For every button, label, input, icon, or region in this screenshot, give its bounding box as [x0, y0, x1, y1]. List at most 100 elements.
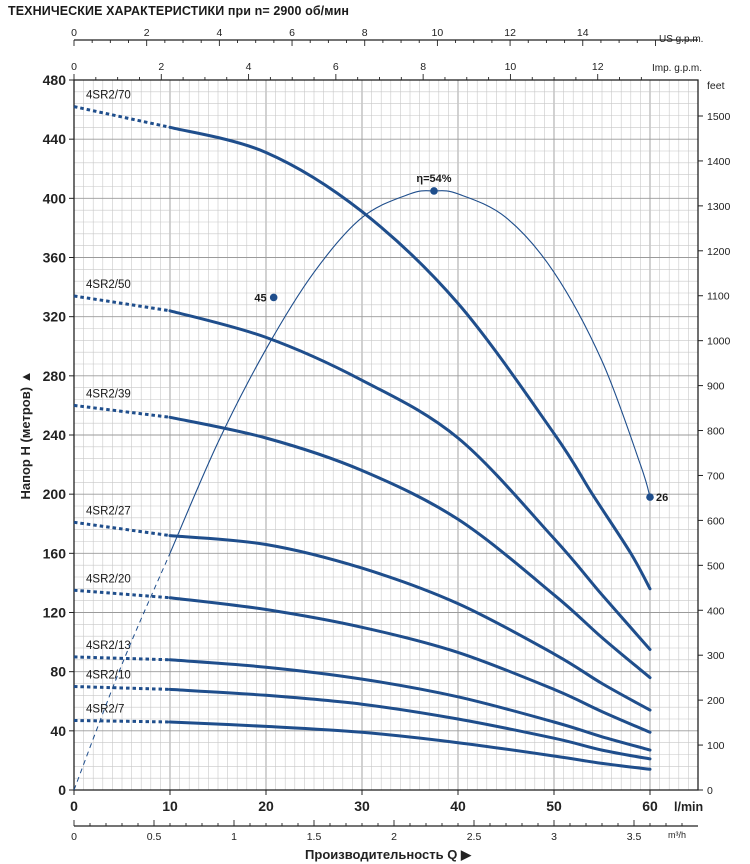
y-tick-label: 360 [43, 250, 67, 266]
x-tick-label: 10 [162, 798, 178, 814]
y-tick-label: 120 [43, 605, 67, 621]
series-line-dashed-4sr2-20 [73, 588, 171, 600]
feet-tick-label: 300 [707, 650, 725, 662]
efficiency-point [430, 187, 438, 195]
x-tick-label: 20 [258, 798, 274, 814]
imp-gpm-tick-label: 4 [246, 61, 252, 73]
series-line-4sr2-13 [168, 658, 652, 752]
efficiency-line-dashed [73, 553, 171, 791]
series-line-4sr2-50 [168, 309, 652, 651]
y-tick-label: 480 [43, 72, 67, 88]
grid [73, 79, 699, 791]
m3h-tick-label: 0.5 [147, 831, 162, 843]
feet-tick-label: 1000 [707, 336, 731, 348]
series-label-4sr2-27: 4SR2/27 [86, 505, 131, 517]
m3h-tick-label: 0 [71, 831, 77, 843]
series-label-4sr2-20: 4SR2/20 [86, 573, 131, 585]
series-line-dashed-4sr2-70 [73, 105, 171, 129]
feet-tick-label: 600 [707, 515, 725, 527]
m3h-tick-label: 1.5 [307, 831, 322, 843]
y-tick-label: 240 [43, 427, 67, 443]
imp-gpm-tick-label: 10 [505, 61, 517, 73]
series-line-dashed-4sr2-7 [73, 719, 171, 724]
imp-gpm-tick-label: 8 [420, 61, 426, 73]
efficiency-point [646, 493, 654, 501]
y-tick-label: 200 [43, 486, 67, 502]
us-gpm-tick-label: 10 [432, 27, 444, 39]
m3h-unit-label: m³/h [668, 830, 686, 840]
series-line-4sr2-70 [168, 125, 652, 591]
y-tick-label: 320 [43, 309, 67, 325]
us-gpm-tick-label: 8 [362, 27, 368, 39]
m3h-tick-label: 2 [391, 831, 397, 843]
feet-tick-label: 900 [707, 381, 725, 393]
imp-gpm-tick-label: 12 [592, 61, 604, 73]
x-tick-label: 50 [546, 798, 562, 814]
feet-tick-label: 400 [707, 605, 725, 617]
series-label-4sr2-13: 4SR2/13 [86, 640, 131, 652]
feet-tick-label: 1100 [707, 291, 730, 303]
series-line-4sr2-10 [168, 687, 652, 761]
us-gpm-tick-label: 14 [577, 27, 589, 39]
series-label-4sr2-70: 4SR2/70 [86, 90, 131, 102]
x-tick-label: 30 [354, 798, 370, 814]
efficiency-point-label: 26 [656, 492, 668, 504]
us-gpm-tick-label: 6 [289, 27, 295, 39]
feet-tick-label: 0 [707, 785, 713, 797]
us-gpm-tick-label: 0 [71, 27, 77, 39]
y-axis-title: Напор Н (метров) ▲ [18, 370, 33, 499]
m3h-tick-label: 3 [551, 831, 557, 843]
axis-labels: 04080120160200240280320360400440480Напор… [18, 27, 731, 862]
imp-gpm-tick-label: 2 [158, 61, 164, 73]
efficiency-curve-group: 45 η=54% 26 [73, 173, 668, 791]
series-line-4sr2-39 [168, 415, 652, 680]
efficiency-point-label: η=54% [416, 173, 451, 185]
feet-tick-label: 500 [707, 560, 725, 572]
imp-gpm-tick-label: 6 [333, 61, 339, 73]
m3h-tick-label: 1 [231, 831, 237, 843]
feet-tick-label: 1400 [707, 156, 731, 168]
y-tick-label: 160 [43, 545, 67, 561]
series-label-4sr2-50: 4SR2/50 [86, 279, 131, 291]
axes [69, 39, 703, 827]
series-label-4sr2-7: 4SR2/7 [86, 703, 124, 715]
chart-title: ТЕХНИЧЕСКИЕ ХАРАКТЕРИСТИКИ при n= 2900 о… [8, 4, 350, 18]
x-tick-label: 40 [450, 798, 466, 814]
y-tick-label: 400 [43, 190, 67, 206]
series-label-4sr2-39: 4SR2/39 [86, 388, 131, 400]
us-gpm-tick-label: 4 [216, 27, 222, 39]
us-gpm-tick-label: 12 [504, 27, 516, 39]
efficiency-point-label: 45 [254, 292, 266, 304]
series-line-dashed-4sr2-39 [73, 403, 171, 419]
x-unit-label: l/min [674, 800, 703, 814]
x-tick-label: 60 [642, 798, 658, 814]
x-tick-label: 0 [70, 798, 78, 814]
x-axis-title: Производительность Q ▶ [305, 847, 472, 862]
series-line-4sr2-27 [168, 534, 652, 712]
feet-tick-label: 1200 [707, 246, 731, 258]
feet-tick-label: 1500 [707, 111, 731, 123]
feet-tick-label: 1300 [707, 201, 731, 213]
series-line-dashed-4sr2-10 [73, 685, 171, 691]
y-tick-label: 280 [43, 368, 67, 384]
imp-gpm-tick-label: 0 [71, 61, 77, 73]
feet-tick-label: 100 [707, 740, 725, 752]
series-label-4sr2-10: 4SR2/10 [86, 669, 131, 681]
series-line-dashed-4sr2-13 [73, 655, 171, 662]
y-tick-label: 80 [50, 664, 66, 680]
m3h-tick-label: 3.5 [627, 831, 642, 843]
us-gpm-tick-label: 2 [144, 27, 150, 39]
curves: 4SR2/70 4SR2/50 4SR2/39 4SR2/27 4SR2/20 4SR2/… [73, 90, 652, 771]
feet-tick-label: 800 [707, 426, 725, 438]
y-tick-label: 40 [50, 723, 66, 739]
series-line-dashed-4sr2-27 [73, 520, 171, 538]
efficiency-point [269, 293, 278, 302]
series-line-dashed-4sr2-50 [73, 294, 171, 313]
series-line-4sr2-7 [168, 720, 652, 771]
m3h-tick-label: 2.5 [467, 831, 482, 843]
feet-tick-label: 200 [707, 695, 725, 707]
feet-tick-label: 700 [707, 470, 725, 482]
y-tick-label: 440 [43, 131, 67, 147]
